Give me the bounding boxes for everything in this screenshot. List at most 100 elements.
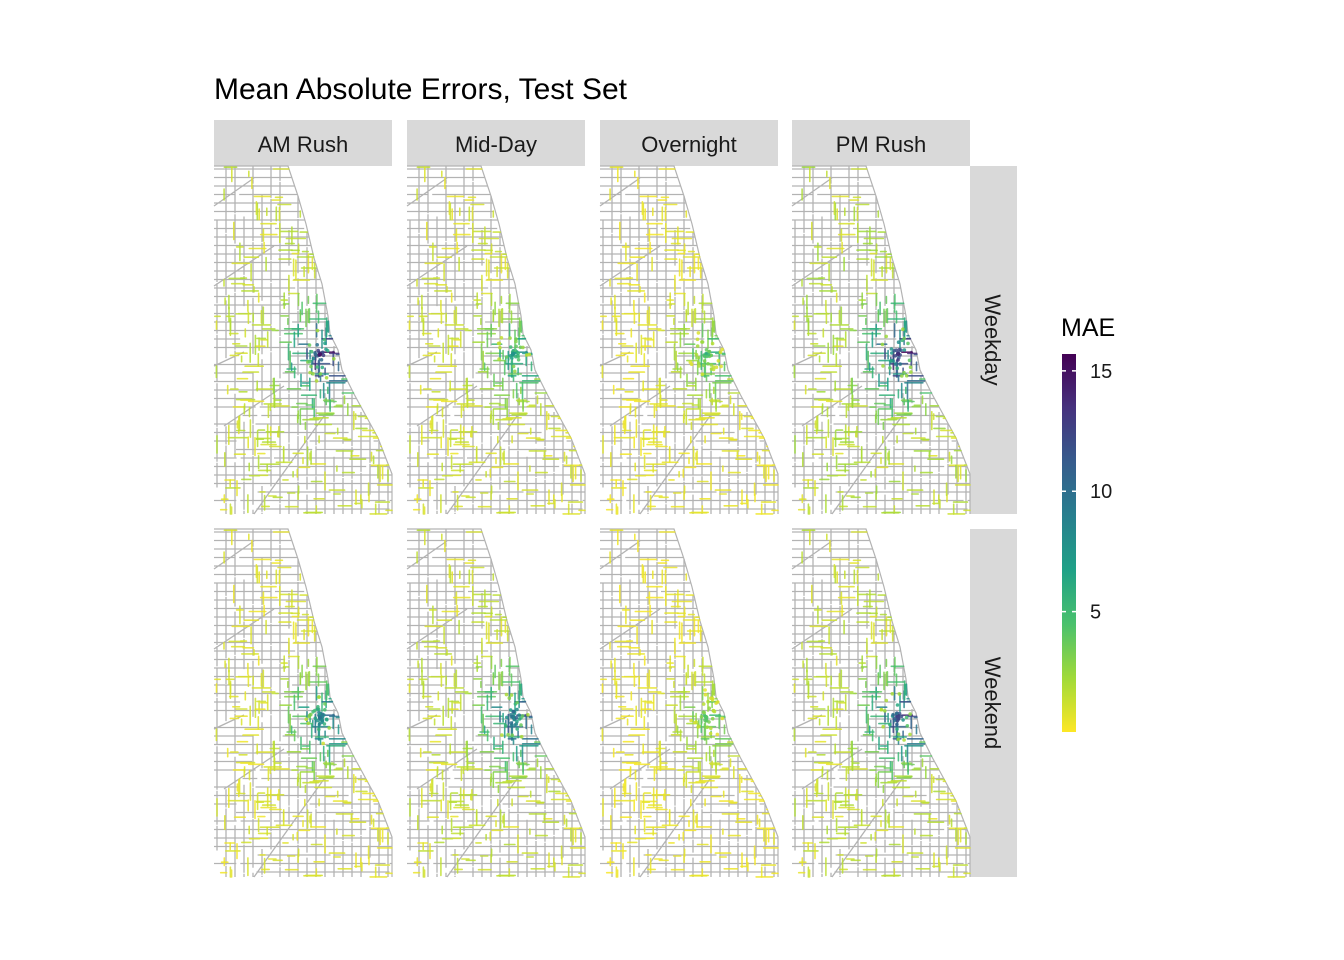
mae-hotspot-point (304, 717, 308, 721)
strip-overnight (600, 120, 778, 166)
mae-hotspot-point (700, 372, 705, 376)
mae-hotspot-point (515, 727, 519, 731)
mae-hotspot-point (895, 703, 900, 707)
mae-hotspot-point (308, 370, 312, 375)
mae-hotspot-point (893, 354, 898, 358)
mae-hotspot-point (702, 710, 706, 715)
legend-colorbar (1062, 354, 1076, 732)
mae-hotspot-point (513, 369, 517, 374)
mae-hotspot-point (516, 358, 521, 362)
mae-hotspot-point (881, 364, 885, 368)
mae-hotspot-point (509, 693, 514, 697)
strip-weekday (970, 166, 1017, 514)
mae-hotspot-point (688, 360, 693, 364)
mae-hotspot-point (699, 715, 704, 719)
mae-hotspot-point (318, 352, 322, 356)
mae-hotspot-point (906, 341, 910, 346)
mae-hotspot-point (902, 370, 906, 375)
mae-hotspot-point (879, 707, 884, 712)
mae-hotspot-point (718, 350, 723, 354)
mae-segments (792, 529, 971, 878)
mae-segments (407, 529, 586, 878)
mae-hotspot-point (498, 345, 502, 350)
mae-hotspot-point (499, 336, 504, 340)
mae-hotspot-point (895, 727, 899, 731)
mae-hotspots (496, 336, 532, 374)
mae-hotspot-point (309, 364, 313, 369)
mae-hotspot-point (719, 364, 723, 369)
mae-hotspot-point (898, 362, 902, 366)
mae-segments (214, 529, 393, 878)
mae-hotspot-point (884, 334, 888, 339)
map-panel-mid-day-weekend (406, 528, 586, 878)
mae-hotspot-point (896, 732, 901, 736)
mae-hotspot-point (704, 715, 708, 719)
mae-hotspot-point (710, 716, 715, 721)
mae-hotspots (879, 692, 912, 742)
mae-hotspot-point (497, 341, 502, 346)
map-panel-pm-rush-weekday (791, 165, 971, 515)
mae-hotspots (306, 328, 336, 383)
strip-am-rush (214, 120, 392, 166)
mae-hotspot-point (508, 708, 513, 712)
mae-hotspot-point (317, 695, 321, 699)
mae-hotspot-point (696, 331, 701, 335)
map-panel-pm-rush-weekend (791, 528, 971, 878)
mae-hotspot-point (322, 337, 327, 342)
mae-hotspot-point (515, 707, 519, 712)
mae-hotspot-point (510, 733, 514, 737)
mae-hotspot-point (318, 715, 322, 719)
mae-hotspot-point (311, 356, 316, 361)
mae-segments (407, 166, 586, 515)
mae-hotspots (689, 688, 724, 737)
mae-hotspot-point (510, 352, 515, 357)
mae-hotspot-point (696, 355, 701, 360)
mae-hotspot-point (693, 720, 697, 725)
mae-hotspot-point (703, 688, 707, 692)
mae-hotspot-point (702, 359, 707, 363)
mae-hotspot-point (521, 345, 525, 350)
mae-segments (600, 166, 779, 515)
mae-hotspot-point (890, 692, 895, 696)
legend: MAE 5 10 15 (1061, 314, 1115, 732)
mae-hotspot-point (714, 365, 719, 369)
map-panel-am-rush-weekend (213, 528, 393, 878)
mae-hotspot-point (894, 711, 899, 716)
mae-hotspot-point (307, 713, 312, 718)
mae-hotspot-point (714, 701, 718, 705)
mae-hotspot-point (307, 360, 312, 364)
mae-hotspot-point (323, 708, 327, 712)
mae-hotspot-point (519, 734, 524, 739)
mae-hotspot-point (323, 702, 327, 706)
mae-hotspot-point (507, 696, 512, 700)
mae-hotspot-point (509, 723, 514, 728)
legend-tick-label: 15 (1090, 361, 1112, 383)
strip-label-overnight: Overnight (641, 132, 736, 157)
mae-hotspot-point (701, 702, 706, 706)
mae-hotspot-point (881, 724, 885, 729)
mae-hotspot-point (320, 720, 324, 724)
mae-hotspot-point (893, 362, 898, 366)
mae-hotspots (304, 695, 331, 746)
mae-hotspot-point (332, 357, 336, 361)
mae-hotspot-point (706, 699, 710, 704)
mae-hotspot-point (526, 713, 530, 717)
mae-hotspot-point (707, 706, 711, 710)
strip-label-mid-day: Mid-Day (455, 132, 537, 157)
mae-hotspot-point (708, 731, 713, 736)
mae-hotspot-point (901, 327, 905, 331)
mae-hotspot-point (700, 340, 704, 344)
mae-hotspot-point (506, 732, 510, 737)
mae-hotspot-point (514, 344, 518, 349)
mae-hotspot-point (313, 352, 318, 357)
mae-hotspot-point (896, 352, 900, 356)
mae-segments (792, 166, 971, 515)
strip-label-weekday: Weekday (980, 294, 1005, 385)
mae-hotspot-point (323, 341, 327, 346)
mae-hotspot-point (907, 358, 912, 363)
mae-hotspot-point (895, 722, 899, 727)
mae-hotspot-point (889, 347, 894, 351)
map-panel-am-rush-weekday (213, 165, 393, 515)
mae-hotspot-point (896, 358, 900, 362)
